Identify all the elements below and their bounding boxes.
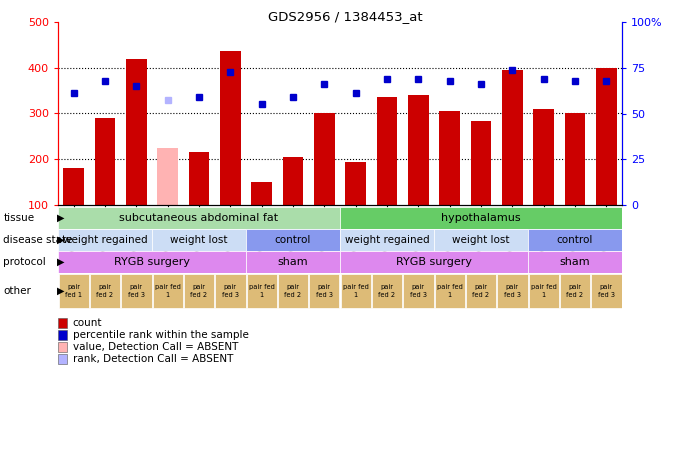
Text: pair
fed 2: pair fed 2 [379, 284, 395, 298]
Bar [121, 273, 151, 308]
Text: pair
fed 2: pair fed 2 [285, 284, 301, 298]
Text: sham: sham [278, 257, 308, 267]
Text: RYGB surgery: RYGB surgery [396, 257, 472, 267]
Bar [565, 113, 585, 205]
Bar [591, 273, 621, 308]
Text: subcutaneous abdominal fat: subcutaneous abdominal fat [120, 213, 278, 223]
Text: pair fed
1: pair fed 1 [437, 284, 462, 298]
Bar [278, 273, 308, 308]
Bar [189, 152, 209, 205]
Text: sham: sham [560, 257, 590, 267]
Bar [246, 251, 340, 273]
Bar [471, 121, 491, 205]
Text: pair
fed 3: pair fed 3 [410, 284, 427, 298]
Bar [372, 273, 402, 308]
Bar [252, 182, 272, 205]
Bar [158, 148, 178, 205]
Bar [439, 111, 460, 205]
Bar [533, 109, 554, 205]
Text: rank, Detection Call = ABSENT: rank, Detection Call = ABSENT [73, 354, 233, 364]
Text: pair fed
1: pair fed 1 [531, 284, 557, 298]
Bar [309, 273, 339, 308]
Text: control: control [275, 235, 311, 245]
Bar [528, 229, 622, 251]
Text: GDS2956 / 1384453_at: GDS2956 / 1384453_at [268, 10, 423, 23]
Text: control: control [557, 235, 593, 245]
Bar [596, 68, 616, 205]
Bar [435, 273, 465, 308]
Text: pair
fed 3: pair fed 3 [598, 284, 615, 298]
Bar [341, 273, 371, 308]
Bar [314, 113, 334, 205]
Text: pair fed
1: pair fed 1 [249, 284, 274, 298]
Text: pair
fed 1: pair fed 1 [65, 284, 82, 298]
Text: pair
fed 2: pair fed 2 [473, 284, 489, 298]
Bar [184, 273, 214, 308]
Bar [529, 273, 559, 308]
Text: value, Detection Call = ABSENT: value, Detection Call = ABSENT [73, 342, 238, 352]
Bar [58, 251, 246, 273]
Bar [340, 251, 528, 273]
Bar [58, 229, 152, 251]
Bar [502, 70, 522, 205]
Bar [95, 118, 115, 205]
Bar [247, 273, 277, 308]
Bar [560, 273, 590, 308]
Text: ▶: ▶ [57, 235, 64, 245]
Bar [346, 162, 366, 205]
Text: other: other [3, 286, 31, 296]
Text: pair fed
1: pair fed 1 [343, 284, 368, 298]
Bar [126, 59, 146, 205]
Text: pair
fed 3: pair fed 3 [316, 284, 333, 298]
Text: ▶: ▶ [57, 213, 64, 223]
Text: ▶: ▶ [57, 257, 64, 267]
Bar [340, 207, 622, 229]
Bar [153, 273, 183, 308]
Bar [283, 157, 303, 205]
Text: pair fed
1: pair fed 1 [155, 284, 180, 298]
Text: pair
fed 2: pair fed 2 [567, 284, 584, 298]
Bar [434, 229, 528, 251]
Text: weight lost: weight lost [170, 235, 228, 245]
Bar [64, 168, 84, 205]
Text: tissue: tissue [3, 213, 35, 223]
Text: pair
fed 3: pair fed 3 [504, 284, 521, 298]
Text: pair
fed 3: pair fed 3 [222, 284, 239, 298]
Text: RYGB surgery: RYGB surgery [114, 257, 190, 267]
Text: hypothalamus: hypothalamus [441, 213, 521, 223]
Bar [59, 273, 89, 308]
Bar [408, 95, 428, 205]
Bar [58, 207, 340, 229]
Bar [152, 229, 246, 251]
Text: percentile rank within the sample: percentile rank within the sample [73, 330, 248, 340]
Text: weight lost: weight lost [452, 235, 510, 245]
Bar [377, 98, 397, 205]
Bar [90, 273, 120, 308]
Bar [403, 273, 433, 308]
Text: count: count [73, 318, 102, 328]
Bar [466, 273, 496, 308]
Bar [246, 229, 340, 251]
Bar [220, 51, 240, 205]
Text: pair
fed 2: pair fed 2 [191, 284, 207, 298]
Bar [528, 251, 622, 273]
Text: disease state: disease state [3, 235, 73, 245]
Text: weight regained: weight regained [345, 235, 429, 245]
Bar [215, 273, 245, 308]
Text: pair
fed 3: pair fed 3 [128, 284, 145, 298]
Bar [340, 229, 434, 251]
Bar [497, 273, 527, 308]
Text: pair
fed 2: pair fed 2 [97, 284, 113, 298]
Text: ▶: ▶ [57, 286, 64, 296]
Text: protocol: protocol [3, 257, 46, 267]
Text: weight regained: weight regained [63, 235, 147, 245]
